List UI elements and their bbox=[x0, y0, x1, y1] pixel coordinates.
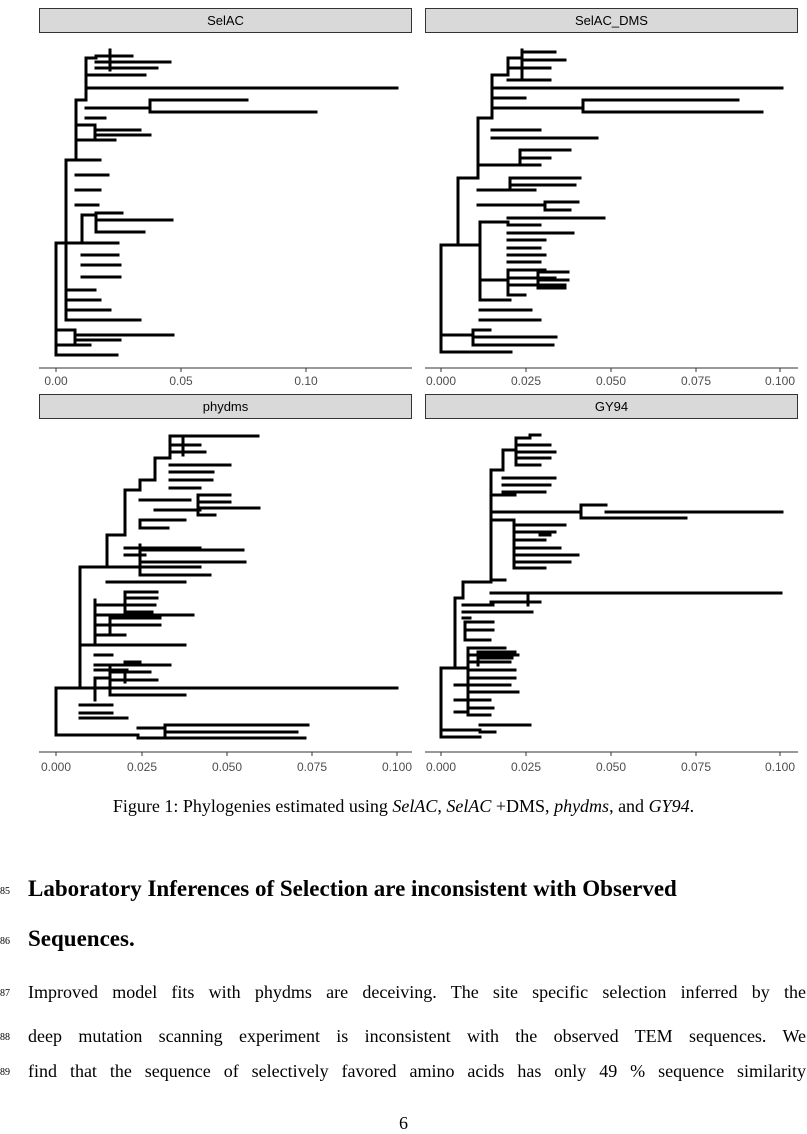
line-number: 89 bbox=[0, 1067, 10, 1078]
line-number: 85 bbox=[0, 886, 10, 897]
caption-method-4: GY94 bbox=[648, 796, 690, 816]
tick-label: 0.05 bbox=[169, 374, 193, 388]
facet-strip-selac-dms: SelAC_DMS bbox=[425, 8, 798, 33]
caption-sep: +DMS, bbox=[491, 796, 555, 816]
body-text-line: deep mutation scanning experiment is inc… bbox=[28, 1026, 806, 1046]
tick-label: 0.100 bbox=[382, 760, 412, 774]
caption-prefix: Figure 1: Phylogenies estimated using bbox=[112, 796, 393, 816]
figure-caption: Figure 1: Phylogenies estimated using Se… bbox=[0, 796, 807, 817]
tick-label: 0.075 bbox=[681, 760, 711, 774]
tick-label: 0.100 bbox=[765, 760, 795, 774]
facet-strip-gy94: GY94 bbox=[425, 394, 798, 419]
tick-label: 0.000 bbox=[41, 760, 71, 774]
page-number: 6 bbox=[399, 1113, 408, 1133]
line-number: 86 bbox=[0, 936, 10, 947]
caption-sep: , and bbox=[609, 796, 649, 816]
body-text-line: find that the sequence of selectively fa… bbox=[28, 1061, 806, 1081]
caption-suffix: . bbox=[689, 796, 695, 816]
tick-label: 0.050 bbox=[596, 374, 626, 388]
tick-label: 0.10 bbox=[294, 374, 318, 388]
tick-label: 0.075 bbox=[681, 374, 711, 388]
tick-label: 0.025 bbox=[127, 760, 157, 774]
body-text-line: Improved model fits with phydms are dece… bbox=[28, 982, 806, 1002]
caption-method-3: phydms bbox=[554, 796, 610, 816]
facet-strip-phydms: phydms bbox=[39, 394, 412, 419]
tick-label: 0.050 bbox=[212, 760, 242, 774]
tick-label: 0.000 bbox=[426, 760, 456, 774]
tick-label: 0.075 bbox=[297, 760, 327, 774]
caption-sep: , bbox=[437, 796, 447, 816]
line-number: 88 bbox=[0, 1032, 10, 1043]
tick-label: 0.000 bbox=[426, 374, 456, 388]
line-number: 87 bbox=[0, 988, 10, 999]
section-heading: Laboratory Inferences of Selection are i… bbox=[28, 876, 677, 901]
tick-label: 0.100 bbox=[765, 374, 795, 388]
facet-strip-selac: SelAC bbox=[39, 8, 412, 33]
tick-label: 0.025 bbox=[511, 760, 541, 774]
section-heading-cont: Sequences. bbox=[28, 926, 135, 951]
tick-label: 0.00 bbox=[44, 374, 68, 388]
tick-label: 0.050 bbox=[596, 760, 626, 774]
caption-method-1: SelAC bbox=[392, 796, 438, 816]
caption-method-2: SelAC bbox=[446, 796, 492, 816]
tick-label: 0.025 bbox=[511, 374, 541, 388]
